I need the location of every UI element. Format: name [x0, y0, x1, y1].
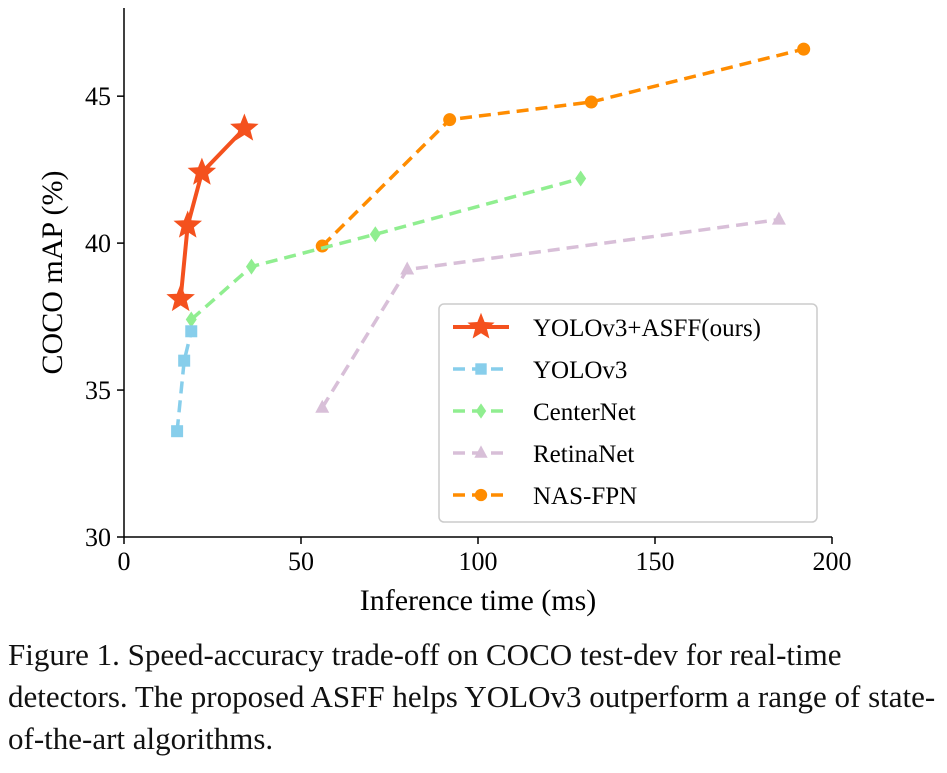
chart: 0 50 100 150 200 30 35 40 45 Inference time (ms) C…: [36, 8, 852, 617]
y-tick-label: 30: [85, 523, 111, 552]
data-point: [230, 113, 259, 141]
legend-marker: [474, 445, 488, 458]
x-tick-label: 200: [813, 547, 852, 576]
series-line: [175, 330, 194, 432]
y-tick-label: 45: [85, 82, 111, 111]
data-point: [178, 354, 191, 367]
series-retinanet: [315, 211, 786, 413]
series-line: [190, 176, 582, 321]
data-point: [575, 170, 587, 187]
legend-marker: [475, 363, 487, 375]
legend-marker: [475, 403, 487, 419]
x-tick-label: 150: [636, 547, 675, 576]
x-axis-label: Inference time (ms): [360, 584, 597, 617]
legend: YOLOv3+ASFF(ours) YOLOv3 CenterNet RetinaNe…: [438, 303, 818, 523]
data-point: [797, 42, 811, 56]
data-point: [245, 258, 257, 275]
data-point: [315, 239, 329, 253]
data-point: [173, 210, 202, 238]
series-yolov3-asff-ours: [166, 113, 259, 312]
data-point: [315, 399, 330, 413]
legend-label: YOLOv3: [533, 357, 627, 384]
y-axis-label: COCO mAP (%): [36, 171, 69, 375]
series-layer: [166, 42, 811, 438]
y-tick-label: 35: [85, 376, 111, 405]
x-tick-label: 50: [288, 547, 314, 576]
figure-caption: Figure 1. Speed-accuracy trade-off on CO…: [8, 637, 936, 756]
legend-frame: [438, 303, 818, 523]
legend-marker: [467, 312, 495, 339]
series-yolov3: [171, 325, 198, 438]
axes: 0 50 100 150 200 30 35 40 45 Inference time (ms) C…: [36, 8, 852, 617]
legend-item: CenterNet: [453, 399, 636, 426]
legend-label: NAS-FPN: [533, 483, 637, 510]
legend-label: YOLOv3+ASFF(ours): [533, 315, 761, 342]
x-tick-label: 100: [459, 547, 498, 576]
data-point: [185, 311, 197, 328]
series-nas-fpn: [315, 42, 811, 253]
legend-item: NAS-FPN: [453, 483, 637, 510]
data-point: [166, 283, 195, 312]
data-point: [771, 211, 786, 225]
data-point: [400, 261, 415, 275]
legend-marker: [474, 488, 488, 502]
data-point: [185, 325, 198, 338]
legend-label: CenterNet: [533, 399, 636, 426]
data-point: [443, 113, 457, 127]
legend-item: YOLOv3: [453, 357, 627, 384]
data-point: [187, 157, 217, 185]
y-tick-label: 40: [85, 229, 111, 258]
legend-item: RetinaNet: [453, 441, 634, 468]
legend-label: RetinaNet: [533, 441, 634, 468]
series-line: [320, 47, 805, 248]
data-point: [171, 425, 184, 438]
series-line: [178, 127, 246, 300]
series-centernet: [185, 170, 587, 328]
x-tick-label: 0: [118, 547, 131, 576]
legend-item: YOLOv3+ASFF(ours): [453, 312, 761, 342]
data-point: [584, 95, 598, 109]
data-point: [369, 226, 381, 243]
